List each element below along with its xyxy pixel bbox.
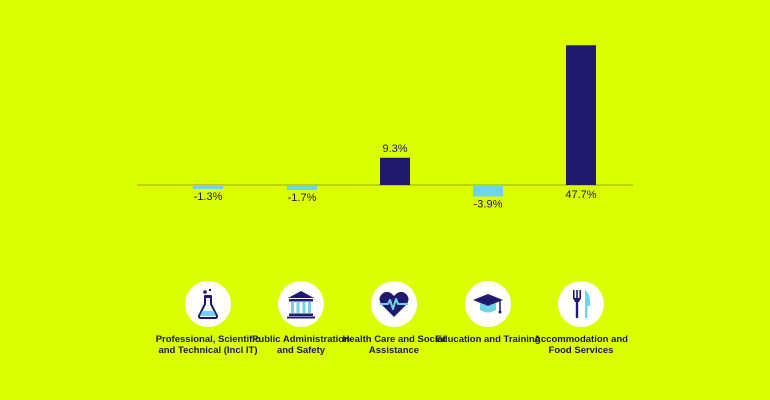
- bar: [380, 157, 410, 185]
- bar: [566, 45, 596, 185]
- data-label: -1.7%: [288, 192, 317, 204]
- data-label: -1.3%: [194, 191, 223, 203]
- category-education: Education and Training: [433, 281, 543, 345]
- category-professional: Professional, Scientific and Technical (…: [153, 281, 263, 356]
- category-label: Accommodation and Food Services: [534, 334, 628, 356]
- graduation-cap-icon: [473, 294, 503, 314]
- fork-knife-icon: [573, 290, 591, 318]
- bar: [287, 185, 317, 190]
- category-label: Education and Training: [435, 334, 541, 345]
- category-label: Health Care and Social Assistance: [342, 334, 446, 356]
- category-row: Professional, Scientific and Technical (…: [156, 281, 651, 381]
- category-health-care: Health Care and Social Assistance: [339, 281, 449, 356]
- government-building-icon: [287, 291, 315, 319]
- category-accommodation: Accommodation and Food Services: [526, 281, 636, 356]
- data-label: 9.3%: [382, 143, 407, 155]
- heart-pulse-icon: [379, 291, 409, 317]
- data-label: 47.7%: [565, 189, 596, 201]
- data-label: -3.9%: [474, 198, 503, 210]
- category-public-administration: Public Administration and Safety: [246, 281, 356, 356]
- bar: [193, 185, 223, 189]
- flask-icon: [197, 288, 219, 319]
- category-label: Professional, Scientific and Technical (…: [155, 334, 261, 356]
- bar: [473, 185, 503, 197]
- category-label: Public Administration and Safety: [252, 334, 350, 356]
